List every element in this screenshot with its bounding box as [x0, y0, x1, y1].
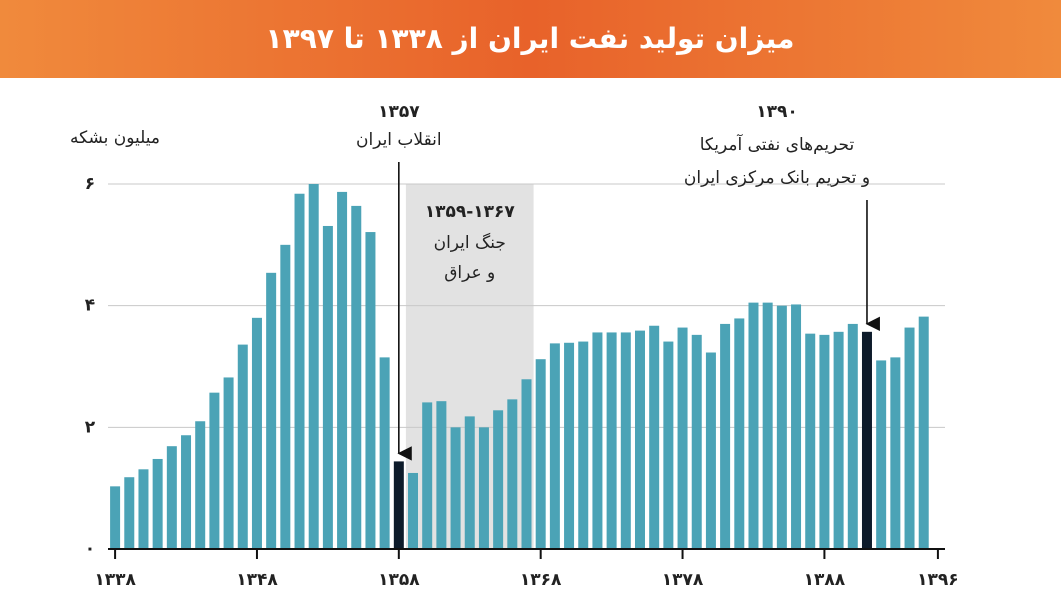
x-tick-label: ۱۳۴۸ — [236, 570, 278, 590]
bar — [181, 435, 192, 549]
bar — [578, 341, 589, 549]
bar — [223, 377, 234, 549]
bar — [876, 360, 887, 549]
bar — [110, 486, 121, 549]
bar — [308, 184, 319, 549]
bar — [322, 225, 333, 549]
bar — [620, 332, 631, 549]
annotation-text: انقلاب ایران — [356, 130, 442, 150]
bar — [861, 331, 872, 549]
bar — [592, 332, 603, 549]
bar — [294, 193, 305, 549]
bar — [379, 357, 390, 549]
bar — [124, 477, 135, 549]
x-tick-label: ۱۳۹۶ — [917, 570, 959, 590]
bar — [280, 244, 291, 550]
annotation-text: تحریم‌های نفتی آمریکا — [700, 133, 855, 155]
y-axis-label: میلیون بشکه — [70, 128, 160, 148]
bar — [847, 323, 858, 549]
bar — [266, 272, 277, 549]
x-tick-label: ۱۳۵۸ — [378, 570, 420, 590]
bar — [734, 318, 745, 549]
bar — [606, 332, 617, 549]
bar — [251, 317, 262, 549]
bar — [762, 302, 773, 549]
annotation-year: ۱۳۹۰ — [756, 102, 798, 122]
bar — [819, 334, 830, 549]
bar — [351, 205, 362, 549]
bar — [166, 446, 177, 549]
bar — [422, 402, 433, 549]
bar — [209, 392, 220, 549]
bar — [677, 327, 688, 549]
y-tick-label: ۰ — [85, 539, 95, 559]
bar — [408, 472, 419, 549]
bar — [337, 191, 348, 550]
bar — [791, 304, 802, 549]
bar — [450, 427, 461, 549]
bar — [493, 410, 504, 549]
bar — [521, 379, 532, 549]
y-tick-label: ۶ — [85, 174, 95, 194]
bar — [634, 330, 645, 549]
bar — [365, 232, 376, 549]
bar — [195, 421, 206, 549]
bar — [464, 416, 475, 549]
title-bar — [0, 0, 1061, 78]
x-tick-label: ۱۳۸۸ — [804, 570, 846, 590]
bar — [436, 401, 447, 549]
bar — [663, 341, 674, 549]
bar — [237, 344, 248, 549]
bar — [564, 342, 575, 549]
bar — [720, 323, 731, 549]
bar — [904, 327, 915, 549]
bar — [393, 461, 404, 549]
war-text: جنگ ایران — [434, 232, 506, 253]
annotation-year: ۱۳۵۷ — [378, 102, 420, 122]
bar — [549, 343, 560, 549]
war-text: و عراق — [444, 263, 495, 283]
bar — [138, 469, 149, 549]
bar — [890, 357, 901, 549]
annotation-text: و تحریم بانک مرکزی ایران — [684, 168, 870, 188]
bar — [918, 316, 929, 549]
bar — [705, 352, 716, 549]
x-tick-label: ۱۳۳۸ — [94, 570, 136, 590]
bar — [748, 302, 759, 549]
y-tick-label: ۲ — [85, 417, 96, 437]
bar — [478, 427, 489, 549]
war-label: ۱۳۵۹-۱۳۶۷ — [425, 202, 516, 222]
bar — [152, 458, 163, 549]
bar — [649, 325, 660, 549]
bar — [691, 334, 702, 549]
bar — [507, 399, 518, 549]
bar — [776, 305, 787, 549]
bar — [535, 359, 546, 549]
bar — [833, 331, 844, 549]
x-tick-label: ۱۳۶۸ — [520, 570, 562, 590]
y-tick-label: ۴ — [85, 296, 95, 316]
bar — [805, 333, 816, 549]
x-tick-label: ۱۳۷۸ — [662, 570, 704, 590]
chart-title: میزان تولید نفت ایران از ۱۳۳۸ تا ۱۳۹۷ — [266, 22, 795, 55]
